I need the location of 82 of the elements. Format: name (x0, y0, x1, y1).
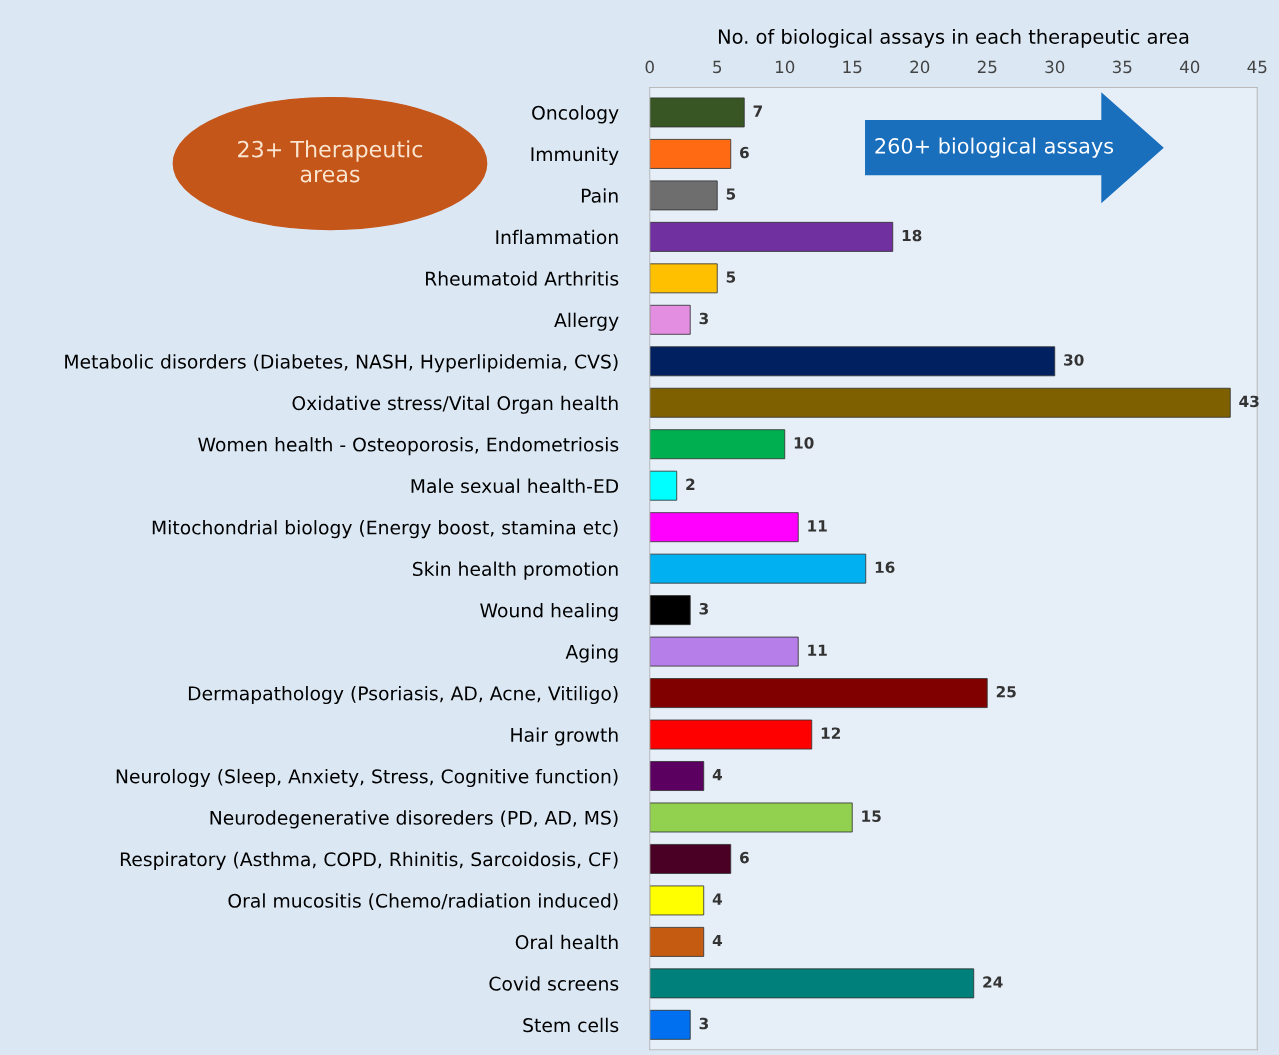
data-label: 30 (1064, 354, 1084, 366)
x-tick-label: 35 (1112, 60, 1132, 74)
y-tick-label: Dermapathology (Psoriasis, AD, Acne, Vitiligo) (188, 685, 618, 705)
y-tick-label: Mitochondrial biology (Energy boost, stamina etc) (152, 520, 618, 539)
bar (649, 761, 705, 791)
bar (649, 429, 786, 460)
y-tick-label: Metabolic disorders (Diabetes, NASH, Hyperlipidemia, CVS) (65, 354, 618, 373)
bar (649, 470, 678, 501)
annotation: 260+ biological assays (875, 137, 1114, 158)
y-tick-label: Pain (581, 188, 618, 203)
bar (649, 97, 745, 128)
data-label: 4 (712, 769, 722, 781)
data-label: 25 (996, 685, 1016, 698)
y-tick-label: Skin health promotion (412, 561, 618, 580)
bar (649, 678, 988, 708)
x-tick-label: 25 (977, 60, 997, 74)
bar (649, 304, 691, 335)
y-tick-label: Wound healing (480, 602, 618, 622)
data-label: 24 (983, 976, 1003, 988)
data-label: 10 (794, 437, 814, 449)
bar (649, 138, 732, 169)
y-tick-label: Oral mucositis (Chemo/radiation induced) (228, 893, 618, 911)
data-label: 16 (875, 561, 895, 574)
y-tick-label: Immunity (531, 146, 619, 165)
bar (649, 221, 894, 252)
x-tick-label: 15 (843, 60, 862, 74)
bar (649, 844, 732, 874)
y-tick-label: Male sexual health-ED (411, 478, 619, 494)
data-label: 5 (726, 188, 736, 200)
y-tick-label: Neurology (Sleep, Anxiety, Stress, Cognitive function) (116, 768, 618, 788)
data-label: 11 (808, 520, 827, 532)
data-label: 15 (862, 810, 881, 822)
y-tick-label: Rheumatoid Arthritis (426, 271, 619, 286)
bar (649, 263, 718, 294)
bar (649, 802, 853, 833)
bar (649, 512, 799, 543)
data-label: 4 (712, 893, 722, 905)
data-label: 7 (753, 105, 762, 117)
data-label: 5 (726, 271, 736, 283)
y-tick-label: Oral health (515, 934, 618, 950)
x-axis-title: No. of biological assays in each therapeutic area (718, 28, 1189, 48)
bar (649, 719, 813, 750)
x-tick-label: 40 (1179, 60, 1200, 74)
bar (649, 926, 705, 957)
y-tick-label: Inflammation (496, 229, 618, 245)
x-tick-label: 0 (645, 60, 654, 74)
data-label: 11 (808, 644, 827, 656)
bar (649, 968, 975, 999)
y-tick-label: Aging (565, 644, 618, 663)
y-tick-label: Respiratory (Asthma, COPD, Rhinitis, Sarcoidosis, CF) (120, 851, 618, 870)
bar (649, 885, 705, 916)
bar (649, 553, 867, 584)
data-label: 3 (699, 1017, 708, 1030)
bar (649, 387, 1231, 418)
y-tick-label: Allergy (554, 312, 619, 331)
bar (649, 346, 1056, 377)
x-tick-label: 30 (1045, 60, 1065, 74)
data-label: 2 (686, 478, 695, 490)
y-tick-label: Oncology (532, 105, 619, 124)
data-label: 3 (699, 312, 708, 325)
x-tick-label: 5 (713, 60, 722, 74)
data-label: 6 (740, 851, 749, 864)
data-label: 12 (821, 727, 841, 739)
bar (649, 636, 799, 667)
text: 23+ Therapeutic areas (238, 140, 423, 183)
data-label: 4 (712, 934, 722, 947)
x-tick-label: 45 (1247, 60, 1267, 74)
bar (649, 1009, 691, 1040)
y-tick-label: Oxidative stress/Vital Organ health (292, 395, 618, 414)
x-tick-label: 20 (910, 60, 930, 74)
y-tick-label: Covid screens (489, 976, 619, 991)
y-tick-label: Hair growth (511, 727, 618, 746)
data-label: 3 (699, 602, 708, 615)
bar (649, 595, 691, 626)
y-tick-label: Neurodegenerative disoreders (PD, AD, MS) (210, 810, 618, 829)
data-label: 6 (740, 146, 749, 159)
data-label: 18 (902, 229, 922, 242)
bar (649, 180, 718, 211)
y-tick-label: Women health - Osteoporosis, Endometriosis (198, 437, 619, 456)
data-label: 43 (1239, 395, 1259, 408)
y-tick-label: Stem cells (523, 1017, 619, 1033)
x-tick-label: 10 (775, 60, 795, 74)
